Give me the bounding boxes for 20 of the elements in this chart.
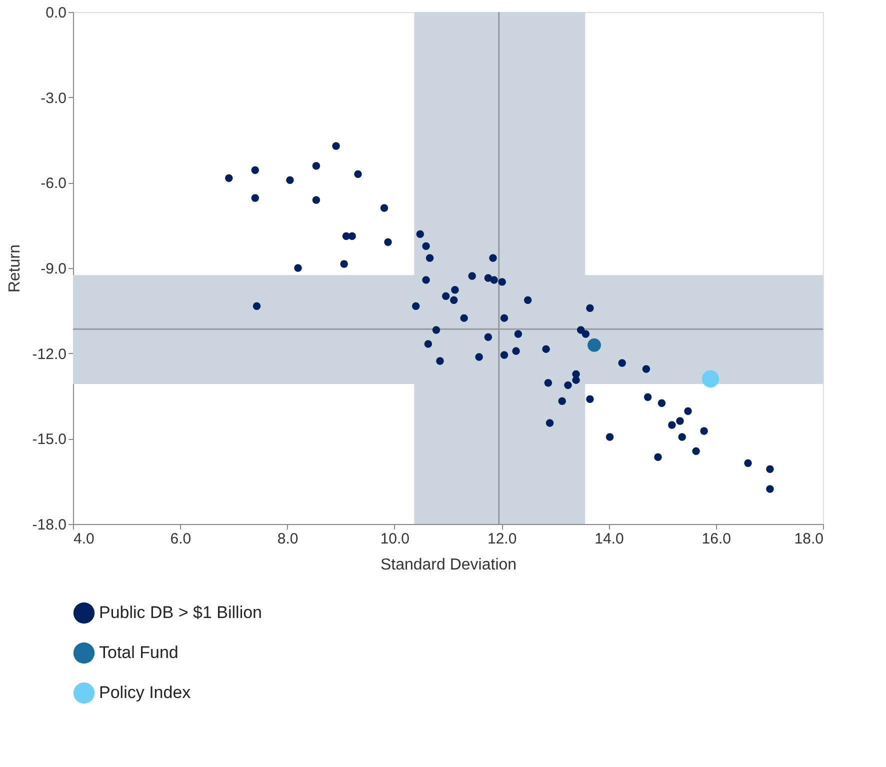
x-tick-label: 4.0 [74, 530, 94, 548]
x-axis-title: Standard Deviation [380, 556, 517, 574]
legend-label: Total Fund [99, 643, 178, 662]
legend-label: Policy Index [99, 683, 192, 702]
x-tick-label: 10.0 [380, 530, 410, 548]
x-tick-label: 12.0 [487, 530, 517, 548]
legend-label: Public DB > $1 Billion [99, 603, 262, 622]
y-tick-label: -18.0 [32, 516, 66, 534]
y-tick-label: -12.0 [32, 346, 66, 363]
y-tick-label: -3.0 [40, 90, 66, 107]
y-tick-label: -15.0 [32, 431, 66, 448]
x-tick-label: 8.0 [277, 530, 298, 548]
y-tick-label: -6.0 [40, 175, 66, 192]
x-tick-label: 14.0 [594, 530, 624, 548]
y-tick-label: -9.0 [40, 260, 66, 278]
y-tick-label: 0.0 [46, 4, 66, 22]
x-tick-label: 16.0 [702, 530, 731, 548]
x-tick-label: 18.0 [794, 530, 824, 548]
y-axis-title: Return [6, 244, 24, 293]
x-tick-label: 6.0 [170, 530, 192, 548]
